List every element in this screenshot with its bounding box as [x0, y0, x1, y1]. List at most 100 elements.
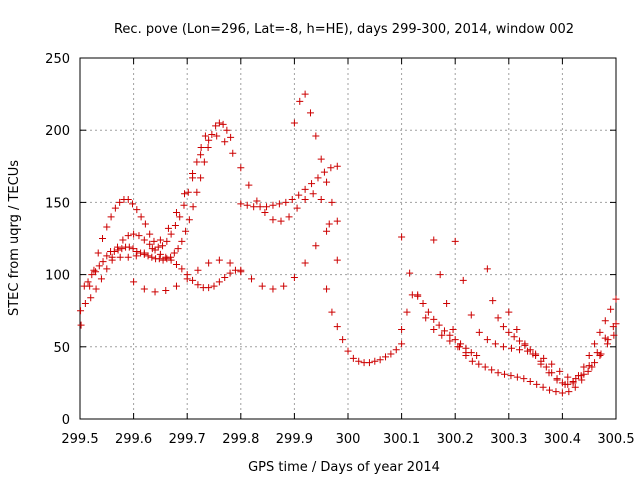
data-point — [565, 388, 573, 396]
data-point — [103, 265, 111, 273]
data-point — [164, 224, 172, 232]
data-point — [488, 366, 496, 374]
data-point — [256, 203, 264, 211]
data-point — [215, 119, 223, 127]
data-point — [176, 213, 184, 221]
data-point — [438, 331, 446, 339]
data-point — [97, 275, 105, 283]
data-point — [119, 236, 127, 244]
data-point — [591, 340, 599, 348]
data-point — [481, 363, 489, 371]
data-point — [99, 235, 107, 242]
data-point — [521, 340, 529, 348]
data-point — [422, 314, 430, 322]
data-point — [178, 265, 186, 273]
data-point — [181, 190, 189, 198]
data-point — [533, 380, 541, 388]
data-point — [546, 386, 554, 394]
data-point — [205, 136, 213, 144]
data-point — [156, 236, 164, 244]
data-point — [467, 311, 475, 319]
data-point — [306, 109, 314, 117]
data-point — [81, 299, 89, 307]
data-point — [154, 243, 162, 251]
data-point — [325, 220, 333, 228]
data-point — [140, 285, 148, 293]
data-point — [205, 284, 213, 292]
data-point — [593, 349, 601, 357]
data-point — [552, 388, 560, 396]
data-point — [172, 260, 180, 268]
data-point — [435, 321, 443, 329]
data-point — [184, 188, 192, 196]
data-point — [146, 230, 154, 238]
data-point — [269, 216, 277, 224]
data-point — [556, 367, 564, 375]
data-point — [84, 278, 92, 286]
data-point — [144, 252, 152, 260]
data-point — [212, 122, 220, 130]
data-point — [150, 237, 158, 245]
data-point — [193, 158, 201, 166]
data-point — [189, 276, 197, 284]
x-tick-label: 299.9 — [276, 432, 313, 447]
data-point — [585, 362, 593, 370]
data-point — [491, 340, 499, 348]
data-point — [201, 132, 209, 140]
y-tick-label: 150 — [45, 196, 70, 211]
data-point — [320, 168, 328, 176]
data-point — [156, 250, 164, 258]
data-point — [430, 315, 438, 323]
x-tick-labels: 299.5 299.6 299.7 299.8 299.9 300 300.1 300.2 30… — [61, 432, 634, 447]
data-point — [226, 269, 234, 277]
data-point — [553, 376, 561, 384]
data-point — [178, 237, 186, 245]
data-point — [612, 295, 620, 303]
data-point — [545, 369, 553, 377]
y-tick-label: 100 — [45, 269, 70, 284]
data-point — [312, 132, 320, 140]
data-point — [597, 350, 605, 358]
data-point — [398, 233, 406, 241]
data-point — [323, 178, 331, 186]
data-point — [510, 333, 518, 341]
data-point — [133, 206, 141, 214]
data-point — [77, 321, 85, 329]
data-point — [328, 308, 336, 316]
data-point — [280, 282, 288, 290]
data-point — [542, 363, 550, 371]
data-point — [215, 278, 223, 286]
data-point — [328, 198, 336, 206]
data-point — [90, 266, 98, 274]
data-point — [459, 276, 467, 284]
data-point — [451, 336, 459, 344]
data-point — [227, 133, 235, 141]
x-tick-label: 300 — [336, 432, 361, 447]
data-point — [317, 155, 325, 163]
data-point — [194, 266, 202, 274]
data-point — [200, 158, 208, 166]
data-point — [111, 204, 119, 212]
data-point — [577, 372, 585, 380]
data-point — [387, 350, 395, 358]
data-point — [197, 174, 205, 182]
data-point — [171, 222, 179, 230]
data-point — [116, 198, 124, 206]
data-point — [151, 246, 159, 254]
data-point — [301, 196, 309, 204]
data-point — [529, 350, 537, 358]
data-point — [258, 282, 266, 290]
data-point — [499, 323, 507, 331]
data-point — [221, 138, 229, 146]
y-tick-label: 250 — [45, 52, 70, 67]
data-point — [103, 223, 111, 231]
y-tick-labels: 0 50 100 150 200 250 — [45, 52, 70, 428]
data-point — [237, 164, 245, 172]
data-point — [110, 247, 118, 255]
data-point — [148, 253, 156, 261]
data-point — [141, 220, 149, 228]
data-point — [167, 230, 175, 238]
data-point — [501, 370, 509, 378]
data-point — [77, 307, 85, 315]
data-point — [210, 282, 218, 290]
